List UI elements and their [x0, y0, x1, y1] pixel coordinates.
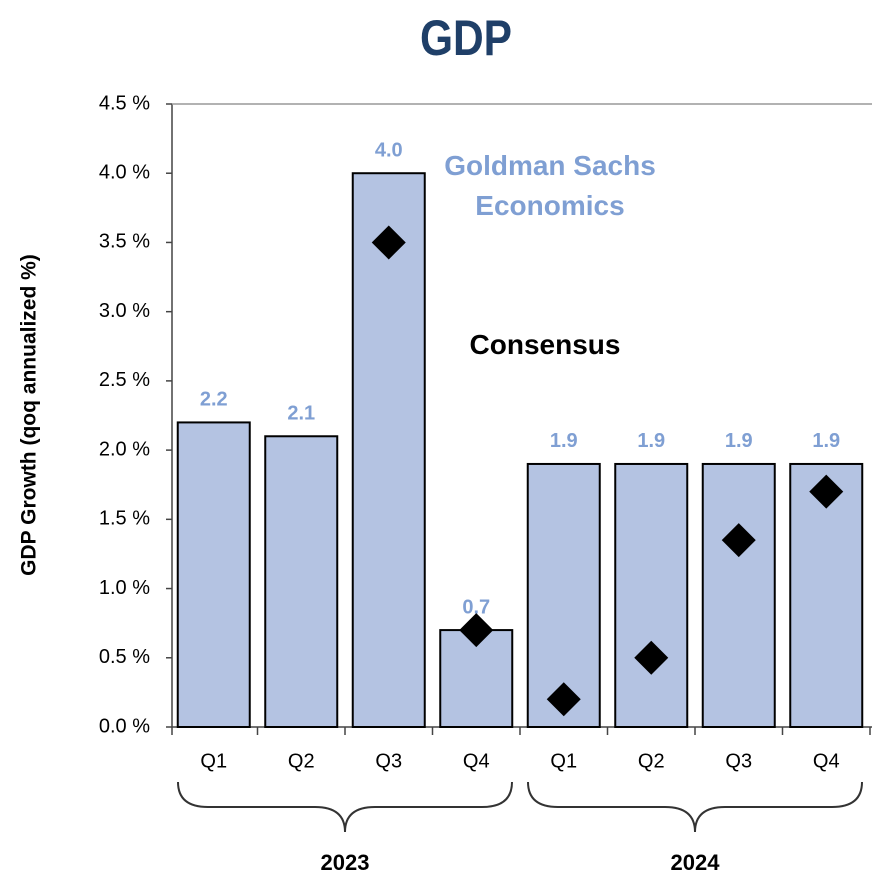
consensus-marker [546, 682, 581, 717]
bar [701, 462, 776, 728]
x-tick-label: Q4 [463, 750, 490, 772]
y-tick-label: 2.5 % [99, 369, 150, 391]
x-tick-label: Q1 [550, 750, 577, 772]
group-label: 2024 [671, 850, 721, 875]
consensus-marker [634, 640, 669, 675]
value-label: 1.9 [550, 430, 578, 452]
y-tick-label: 1.0 % [99, 577, 150, 599]
consensus-marker [459, 613, 494, 648]
group-label: 2023 [321, 850, 370, 875]
bar [264, 435, 339, 728]
bar [351, 172, 426, 728]
value-label: 4.0 [375, 140, 403, 162]
group-brace [527, 781, 863, 833]
y-tick-label: 1.5 % [99, 508, 150, 530]
value-label: 0.7 [462, 596, 490, 618]
bar [176, 421, 251, 728]
y-tick-label: 0.5 % [99, 646, 150, 668]
value-label: 1.9 [637, 430, 665, 452]
bar [526, 462, 601, 728]
value-label: 1.9 [812, 430, 840, 452]
y-tick-label: 0.0 % [99, 715, 150, 737]
y-tick-label: 3.0 % [99, 300, 150, 322]
x-tick-label: Q2 [638, 750, 665, 772]
consensus-marker [721, 523, 756, 558]
y-axis-label: GDP Growth (qoq annualized %) [18, 254, 41, 576]
y-tick-label: 3.5 % [99, 231, 150, 253]
value-label: 2.1 [287, 403, 315, 425]
bar [614, 462, 689, 728]
x-tick-label: Q4 [813, 750, 840, 772]
y-tick-label: 2.0 % [99, 438, 150, 460]
legend-consensus: Consensus [469, 329, 621, 360]
y-tick-label: 4.0 % [99, 162, 150, 184]
x-tick-label: Q3 [375, 750, 402, 772]
consensus-marker [809, 474, 844, 509]
group-brace [177, 781, 513, 833]
y-tick-label: 4.5 % [99, 92, 150, 114]
value-label: 2.2 [200, 389, 228, 411]
legend-gs: Goldman Sachs Economics [444, 150, 656, 221]
x-tick-label: Q3 [725, 750, 752, 772]
chart-title: GDP [420, 10, 512, 66]
consensus-marker [371, 225, 406, 260]
x-tick-label: Q1 [200, 750, 227, 772]
x-tick-label: Q2 [288, 750, 315, 772]
value-label: 1.9 [725, 430, 753, 452]
